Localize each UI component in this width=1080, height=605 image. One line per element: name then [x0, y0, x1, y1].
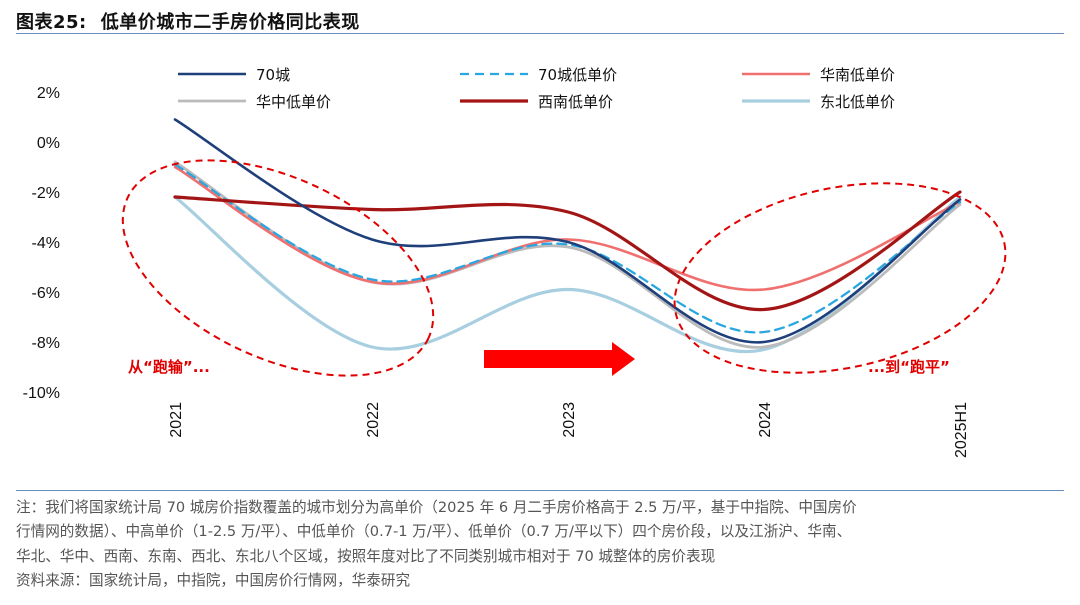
x-tick-label: 2021 — [168, 402, 185, 438]
left-highlight-ellipse — [121, 159, 435, 377]
trend-arrow — [484, 342, 635, 376]
figure-number: 图表25: — [16, 12, 87, 33]
title-divider — [16, 33, 1064, 34]
series-line-4 — [173, 190, 962, 312]
y-tick-label: -10% — [23, 385, 60, 402]
note-line-1: 注：我们将国家统计局 70 城房价指数覆盖的城市划分为高单价（2025 年 6 … — [16, 499, 857, 516]
annotation-layer: 从“跑输”... ...到“跑平” — [121, 159, 1007, 377]
annotation-underperform: 从“跑输”... — [128, 358, 210, 376]
y-tick-label: 2% — [37, 85, 60, 102]
annotation-parity: ...到“跑平” — [868, 358, 950, 376]
series-lines — [173, 118, 962, 353]
y-tick-label: -8% — [32, 335, 60, 352]
figure-title: 图表25: 低单价城市二手房价格同比表现 — [16, 8, 374, 34]
x-tick-label: 2025H1 — [953, 402, 970, 458]
source-line: 资料来源：国家统计局，中指院，中国房价行情网，华泰研究 — [16, 571, 411, 589]
series-line-2 — [173, 165, 962, 292]
y-tick-label: -2% — [32, 185, 60, 202]
x-tick-label: 2023 — [561, 402, 578, 438]
legend-label: 70城低单价 — [538, 66, 617, 84]
y-tick-label: 0% — [37, 135, 60, 152]
y-tick-label: -6% — [32, 285, 60, 302]
x-tick-label: 2022 — [365, 402, 382, 438]
series-line-3 — [173, 160, 962, 349]
legend-label: 西南低单价 — [538, 93, 613, 111]
legend-label: 70城 — [256, 66, 290, 84]
legend-label: 华中低单价 — [256, 93, 331, 111]
legend-label: 华南低单价 — [820, 66, 895, 84]
legend-label: 东北低单价 — [820, 93, 895, 111]
x-tick-label: 2024 — [757, 402, 774, 438]
right-highlight-ellipse — [673, 182, 1007, 374]
y-axis: 2% 0% -2% -4% -6% -8% -10% — [23, 85, 60, 402]
series-line-0 — [173, 118, 962, 344]
series-line-1 — [173, 163, 962, 334]
note-line-3: 华北、华中、西南、东南、西北、东北八个区域，按照年度对比了不同类别城市相对于 7… — [16, 547, 716, 565]
note-line-2: 行情网的数据）、中高单价（1-2.5 万/平）、中低单价（0.7-1 万/平）、… — [16, 523, 852, 541]
notes-block: 注：我们将国家统计局 70 城房价指数覆盖的城市划分为高单价（2025 年 6 … — [16, 496, 1066, 593]
y-tick-label: -4% — [32, 235, 60, 252]
x-axis: 2021 2022 2023 2024 2025H1 — [168, 402, 970, 458]
figure-title-text: 低单价城市二手房价格同比表现 — [100, 12, 360, 33]
series-line-5 — [173, 195, 962, 353]
notes-divider — [16, 490, 1064, 491]
